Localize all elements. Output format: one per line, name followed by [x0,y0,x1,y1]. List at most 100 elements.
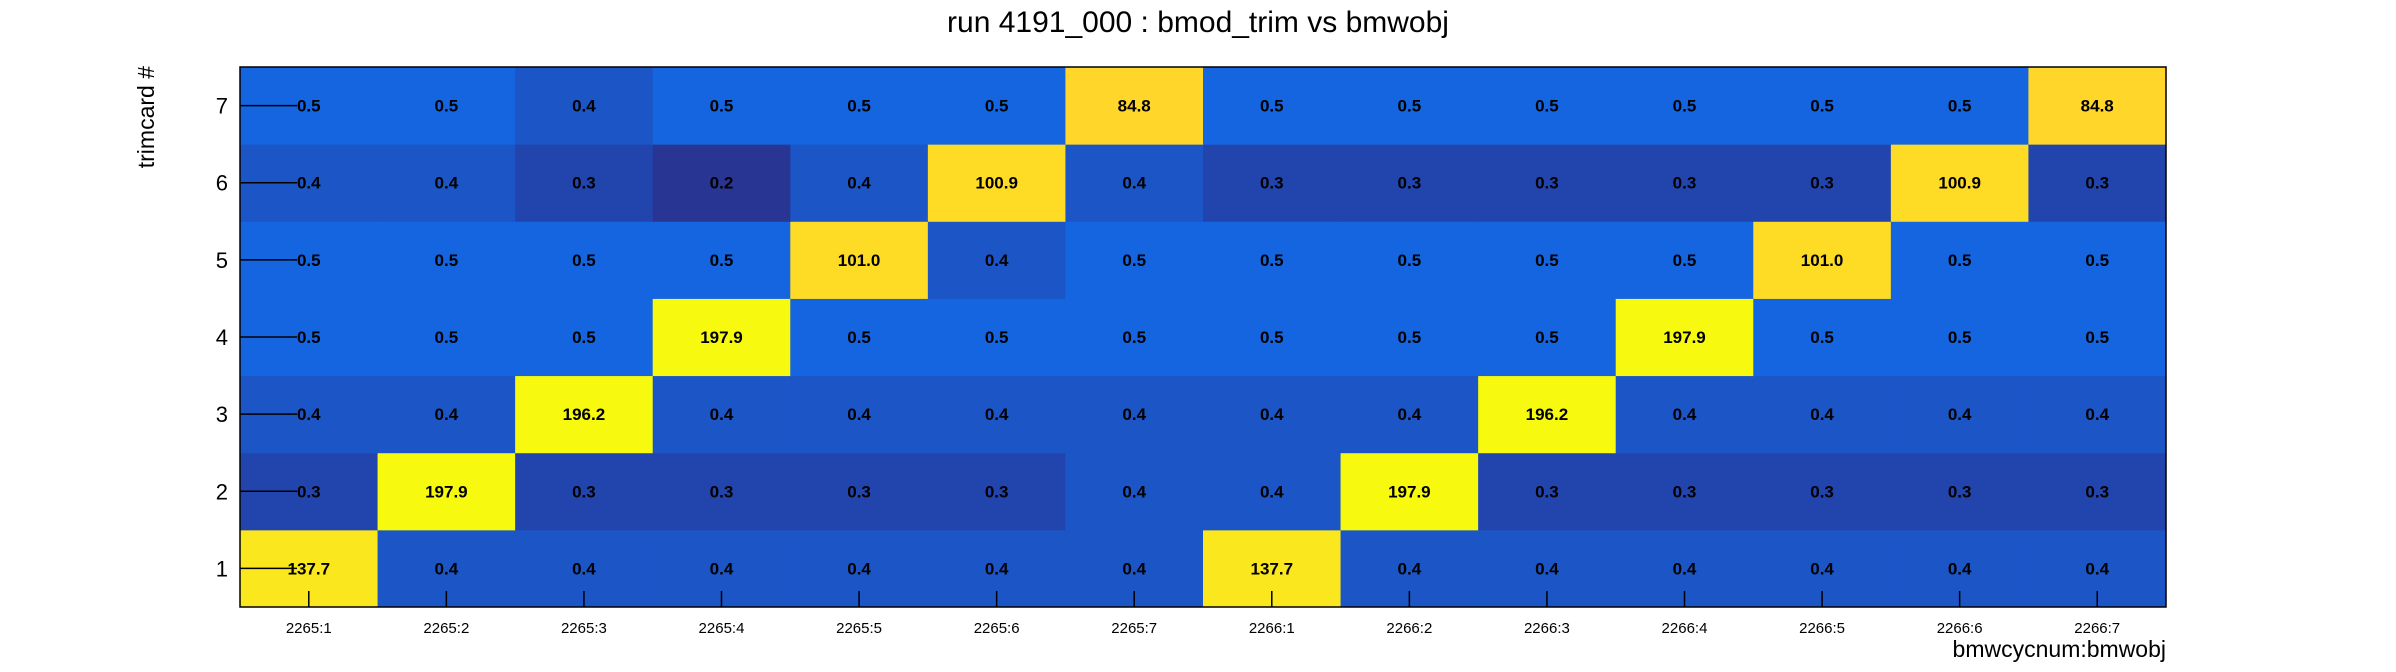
cell-value-label: 0.5 [572,328,596,347]
heatmap-cell [515,221,654,299]
cell-value-label: 0.5 [1122,251,1146,270]
heatmap-cell [515,375,654,454]
heatmap-cell [377,221,516,299]
cell-value-label: 100.9 [975,174,1018,193]
heatmap-cell [1890,221,2029,299]
cell-value-label: 0.5 [2085,251,2109,270]
heatmap-cell [790,221,929,299]
heatmap-cell [927,452,1066,531]
cell-value-label: 0.4 [1398,559,1422,578]
cell-value-label: 0.4 [572,559,596,578]
heatmap-cell [1065,221,1204,299]
cell-value-label: 0.5 [1398,251,1422,270]
heatmap-cell [1340,375,1479,454]
y-tick-label: 6 [216,171,228,196]
heatmap-cell [1890,144,2029,222]
y-tick-label: 1 [216,556,228,581]
x-tick-label: 2266:7 [2074,620,2120,637]
cell-value-label: 0.5 [435,97,459,116]
cell-value-label: 0.4 [435,559,459,578]
heatmap-cell [2028,375,2167,454]
heatmap-cell [1203,298,1342,377]
heatmap-cell [1478,67,1617,145]
heatmap-cell [1753,144,1892,222]
cell-value-label: 0.3 [572,482,596,501]
heatmap-cell [377,144,516,222]
cell-value-label: 0.5 [847,97,871,116]
y-tick-label: 5 [216,248,228,273]
cell-value-label: 0.3 [2085,482,2109,501]
heatmap-cell [2028,144,2167,222]
x-tick-label: 2265:5 [836,620,882,637]
y-axis-tick-labels: 1 2 3 4 5 6 7 [216,94,228,582]
heatmap-cell [1203,67,1342,145]
heatmap-cell [1340,452,1479,531]
heatmap-cell [1478,452,1617,531]
heatmap-cell [515,67,654,145]
x-tick-label: 2266:4 [1662,620,1708,637]
heatmap-cell [652,221,791,299]
cell-value-label: 0.4 [710,405,734,424]
cell-value-label: 0.5 [1948,97,1972,116]
heatmap-cell [790,375,929,454]
heatmap-cell [1065,144,1204,222]
cell-value-label: 0.5 [1810,97,1834,116]
y-axis-title: trimcard # [133,66,159,168]
cell-value-label: 84.8 [2081,97,2114,116]
cell-value-label: 197.9 [425,482,468,501]
cell-value-label: 0.4 [985,405,1009,424]
cell-value-label: 0.5 [1673,251,1697,270]
heatmap-cell [1753,67,1892,145]
cell-value-label: 0.4 [1122,174,1146,193]
x-tick-label: 2265:1 [286,620,332,637]
heatmap-cell [377,67,516,145]
cell-value-label: 197.9 [1388,482,1431,501]
cell-value-label: 0.4 [1673,559,1697,578]
heatmap-cell [377,452,516,531]
cell-value-label: 0.4 [2085,559,2109,578]
heatmap-cell [1478,375,1617,454]
x-tick-label: 2266:5 [1799,620,1845,637]
heatmap-cell [652,144,791,222]
plot-frame [239,66,2167,608]
x-tick-label: 2265:4 [699,620,745,637]
heatmap-cell [1340,221,1479,299]
heatmap-cell [1340,298,1479,377]
heatmap-cell [790,452,929,531]
cell-value-label: 0.4 [710,559,734,578]
axis-ticks [240,104,2098,607]
cell-value-label: 197.9 [700,328,743,347]
cell-value-label: 0.4 [1948,559,1972,578]
cell-value-label: 0.5 [1948,328,1972,347]
cell-value-label: 0.4 [847,405,871,424]
cell-value-label: 0.5 [572,251,596,270]
heatmap-cell [1203,375,1342,454]
heatmap-cell [2028,221,2167,299]
cell-value-label: 0.5 [1535,97,1559,116]
cell-value-label: 0.5 [1122,328,1146,347]
cell-value-label: 0.5 [297,328,321,347]
cell-value-label: 0.5 [297,251,321,270]
cell-value-label: 0.3 [1535,174,1559,193]
cell-value-label: 0.5 [985,97,1009,116]
heatmap-cell [790,67,929,145]
cell-value-label: 0.3 [1673,482,1697,501]
heatmap-cell [927,221,1066,299]
cell-value-labels: 137.7 0.4 0.4 0.4 0.4 0.4 0.4 137.7 0.4 0.4 0.4 0.4… [288,97,2114,579]
cell-value-label: 0.3 [1535,482,1559,501]
heatmap-cell [927,144,1066,222]
heatmap-cell [1615,452,1754,531]
cell-value-label: 100.9 [1938,174,1981,193]
y-tick-label: 2 [216,479,228,504]
cell-value-label: 0.3 [572,174,596,193]
cell-value-label: 0.4 [1673,405,1697,424]
cell-value-label: 0.5 [435,251,459,270]
heatmap-cell [1478,221,1617,299]
cell-value-label: 0.4 [985,251,1009,270]
cell-value-label: 0.3 [1810,482,1834,501]
cell-value-label: 0.5 [1810,328,1834,347]
cell-value-label: 0.5 [1948,251,1972,270]
heatmap-cell [515,144,654,222]
y-tick-label: 3 [216,402,228,427]
